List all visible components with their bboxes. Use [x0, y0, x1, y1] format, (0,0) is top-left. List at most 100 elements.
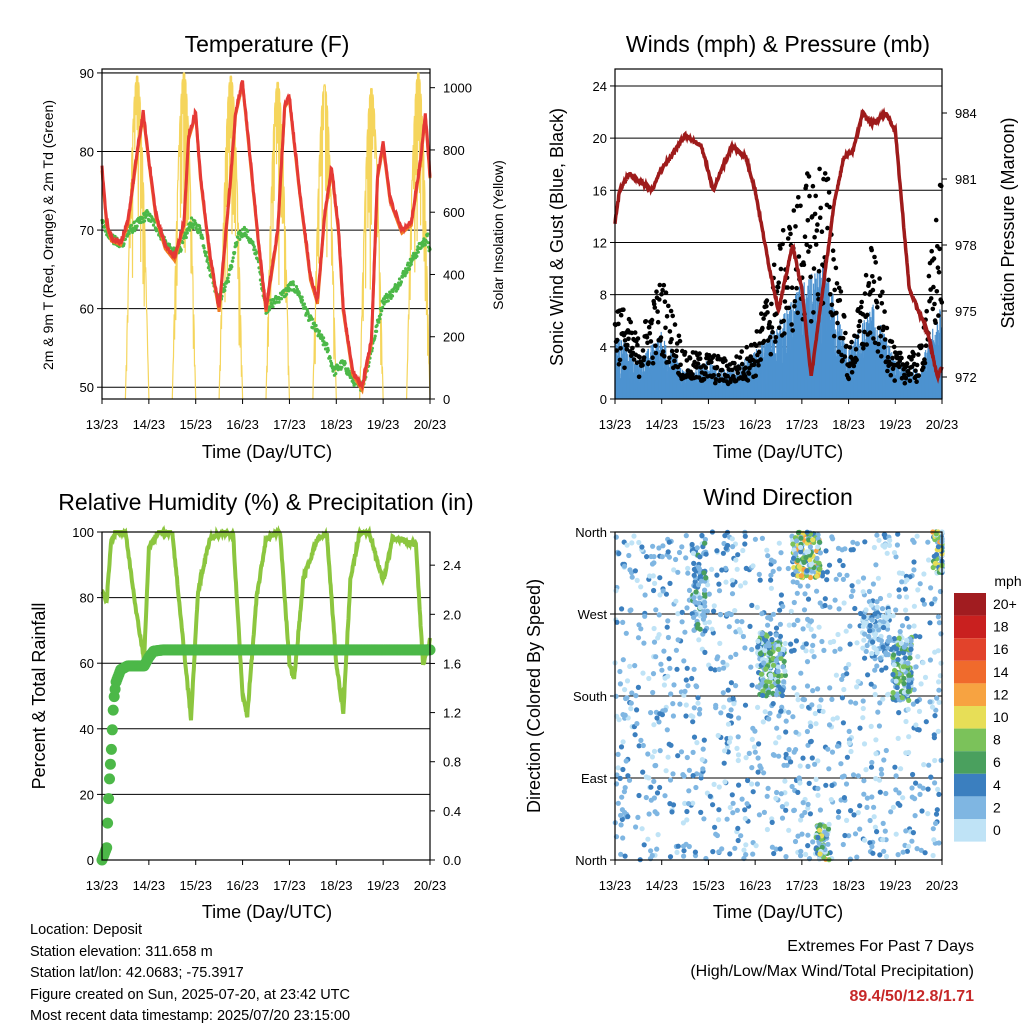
wind-direction-point: [692, 705, 697, 710]
wind-direction-point: [841, 577, 846, 582]
wind-direction-point: [862, 741, 867, 746]
gust-point: [793, 299, 798, 304]
wind-direction-point: [852, 606, 857, 611]
wind-direction-point: [895, 542, 900, 547]
wind-direction-point: [827, 605, 832, 610]
x-tick-label: 15/23: [692, 878, 725, 893]
wind-direction-point: [861, 575, 866, 580]
gust-point: [877, 276, 882, 281]
gust-point: [863, 291, 868, 296]
wind-direction-point: [721, 551, 726, 556]
gust-point: [812, 235, 817, 240]
wind-direction-point: [873, 624, 878, 629]
y-tick-label: 60: [80, 656, 94, 671]
wind-direction-point: [635, 578, 640, 583]
y-right-tick-label: 600: [443, 205, 465, 220]
wind-direction-point: [901, 676, 906, 681]
y-tick-label: 60: [80, 302, 94, 317]
wind-direction-point: [651, 560, 656, 565]
wind-direction-point: [758, 651, 763, 656]
wind-direction-point: [674, 667, 679, 672]
wind-direction-point: [699, 579, 704, 584]
wind-direction-point: [856, 679, 861, 684]
gust-point: [783, 299, 788, 304]
wind-direction-point: [867, 628, 872, 633]
gust-point: [808, 275, 813, 280]
wind-direction-point: [723, 580, 728, 585]
wind-direction-point: [762, 810, 767, 815]
wind-direction-point: [664, 768, 669, 773]
y-tick-label: 50: [80, 380, 94, 395]
gust-point: [936, 265, 941, 270]
precip-point: [104, 773, 115, 784]
gust-point: [647, 325, 652, 330]
gust-point: [875, 300, 880, 305]
wind-direction-point: [679, 749, 684, 754]
gust-point: [737, 366, 742, 371]
y-tick-label: 0: [600, 392, 607, 407]
wind-direction-point: [840, 695, 845, 700]
wind-direction-point: [830, 536, 835, 541]
gust-point: [672, 359, 677, 364]
wind-direction-point: [911, 702, 916, 707]
wind-direction-point: [662, 682, 667, 687]
wind-direction-point: [900, 571, 905, 576]
wind-direction-point: [906, 844, 911, 849]
wind-direction-point: [717, 588, 722, 593]
wind-direction-point: [821, 709, 826, 714]
wind-direction-point: [652, 749, 657, 754]
wind-direction-point: [654, 811, 659, 816]
wind-direction-point: [625, 543, 630, 548]
y-right-tick-label: 200: [443, 330, 465, 345]
wind-direction-point: [938, 661, 943, 666]
gust-point: [877, 326, 882, 331]
wind-direction-point: [906, 707, 911, 712]
wind-direction-point: [742, 807, 747, 812]
gust-point: [809, 319, 814, 324]
wind-direction-point: [628, 706, 633, 711]
wind-direction-point: [776, 735, 781, 740]
gust-point: [815, 228, 820, 233]
wind-direction-point: [761, 719, 766, 724]
wind-direction-point: [897, 803, 902, 808]
wind-direction-point: [712, 782, 717, 787]
wind-direction-point: [650, 690, 655, 695]
dewpoint-point: [233, 251, 236, 254]
wind-direction-point: [702, 738, 707, 743]
wind-direction-point: [869, 651, 874, 656]
wind-direction-point: [862, 632, 867, 637]
gust-point: [792, 208, 797, 213]
y-tick-label: East: [581, 771, 607, 786]
wind-direction-point: [684, 677, 689, 682]
wind-direction-point: [750, 726, 755, 731]
x-tick-label: 14/23: [645, 417, 678, 432]
wind-direction-point: [855, 541, 860, 546]
wind-direction-point: [668, 854, 673, 859]
dewpoint-point: [387, 299, 390, 302]
x-tick-label: 13/23: [599, 417, 632, 432]
wind-direction-point: [750, 852, 755, 857]
wind-direction-point: [932, 650, 937, 655]
wind-direction-point: [736, 783, 741, 788]
gust-point: [669, 337, 674, 342]
wind-direction-point: [680, 619, 685, 624]
gust-point: [834, 266, 839, 271]
gust-point: [876, 342, 881, 347]
wind-direction-point: [675, 753, 680, 758]
dewpoint-point: [424, 243, 427, 246]
wind-direction-point: [885, 692, 890, 697]
wind-direction-point: [643, 592, 648, 597]
dewpoint-point: [322, 336, 325, 339]
gust-point: [831, 248, 836, 253]
wind-direction-point: [736, 734, 741, 739]
gust-point: [867, 281, 872, 286]
wind-direction-point: [630, 575, 635, 580]
wind-direction-point: [881, 645, 886, 650]
x-tick-label: 19/23: [367, 417, 400, 432]
gust-point: [753, 374, 758, 379]
wind-direction-point: [670, 701, 675, 706]
gust-point: [678, 363, 683, 368]
gust-point: [637, 375, 642, 380]
wind-direction-point: [793, 747, 798, 752]
